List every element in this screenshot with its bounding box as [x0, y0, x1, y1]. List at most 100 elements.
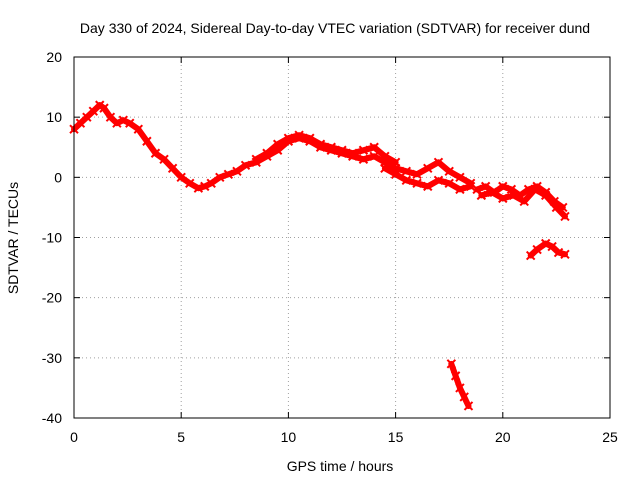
data-point	[412, 178, 422, 189]
point-mark	[315, 139, 326, 149]
point-mark	[118, 115, 129, 125]
point-mark	[540, 238, 551, 249]
data-point	[401, 166, 412, 177]
point-mark	[551, 202, 562, 213]
data-point	[472, 184, 482, 195]
point-mark	[159, 154, 169, 164]
data-point	[508, 190, 519, 201]
data-point	[112, 118, 122, 128]
point-mark	[560, 211, 570, 222]
data-point	[337, 145, 347, 155]
series-lower-track	[380, 163, 476, 195]
point-mark	[530, 184, 540, 195]
data-point	[176, 172, 186, 183]
x-tick-label: 15	[388, 429, 404, 445]
point-mark	[455, 383, 465, 393]
point-mark	[337, 145, 347, 155]
point-mark	[487, 187, 497, 198]
data-point	[283, 133, 294, 143]
point-mark	[206, 178, 216, 189]
data-point	[560, 249, 570, 260]
data-point	[455, 383, 465, 393]
point-mark	[150, 148, 161, 158]
point-mark	[465, 181, 476, 192]
point-mark	[459, 392, 469, 402]
point-mark	[401, 175, 412, 186]
point-mark	[223, 169, 234, 180]
point-mark	[294, 130, 304, 140]
data-point	[444, 166, 454, 177]
data-point	[133, 124, 144, 134]
data-point	[551, 202, 562, 213]
data-point	[463, 401, 474, 411]
x-tick-label: 10	[281, 429, 297, 445]
y-tick-label: -40	[42, 410, 62, 426]
point-mark	[412, 169, 422, 180]
point-mark	[348, 148, 358, 158]
data-point	[459, 392, 469, 402]
point-mark	[401, 166, 412, 177]
point-mark	[125, 118, 135, 128]
point-mark	[423, 181, 433, 192]
data-point	[326, 142, 336, 152]
point-mark	[200, 181, 210, 192]
series-upper-track	[251, 130, 401, 167]
x-axis-label: GPS time / hours	[287, 458, 394, 474]
point-mark	[215, 172, 225, 183]
data-point	[433, 175, 444, 186]
point-mark	[369, 142, 379, 152]
ticks	[73, 56, 611, 419]
data-point	[423, 181, 433, 192]
data-point	[215, 172, 225, 183]
grid	[74, 57, 610, 418]
data-point	[433, 157, 444, 167]
point-mark	[390, 157, 401, 167]
point-mark	[444, 178, 454, 189]
point-mark	[369, 151, 379, 161]
point-mark	[472, 184, 482, 195]
data-point	[487, 187, 497, 198]
point-mark	[532, 244, 542, 255]
data-point	[272, 139, 283, 149]
point-mark	[240, 160, 251, 171]
point-mark	[423, 163, 433, 174]
data-point	[232, 166, 242, 177]
y-tick-label: -30	[42, 350, 62, 366]
data-point	[519, 196, 529, 207]
point-mark	[133, 124, 144, 134]
point-mark	[262, 148, 272, 158]
data-point	[401, 175, 412, 186]
x-tick-label: 5	[177, 429, 185, 445]
data-point	[193, 183, 204, 193]
data-point	[498, 193, 508, 204]
point-mark	[358, 154, 369, 164]
data-point	[540, 190, 551, 201]
data-point	[390, 157, 401, 167]
point-mark	[142, 136, 152, 146]
point-mark	[283, 133, 294, 143]
data-series	[69, 100, 570, 411]
point-mark	[433, 157, 444, 167]
point-mark	[560, 249, 570, 260]
data-point	[348, 148, 358, 158]
point-mark	[185, 178, 195, 189]
data-point	[185, 178, 195, 189]
data-point	[455, 172, 465, 183]
point-mark	[498, 193, 508, 204]
point-mark	[272, 139, 283, 149]
data-point	[506, 184, 517, 195]
point-mark	[540, 190, 551, 201]
data-point	[159, 154, 169, 164]
point-mark	[519, 196, 529, 207]
data-point	[380, 163, 390, 174]
data-point	[262, 148, 272, 158]
data-point	[118, 115, 129, 125]
y-tick-label: -20	[42, 290, 62, 306]
data-point	[294, 130, 304, 140]
point-mark	[380, 163, 390, 174]
data-point	[532, 244, 542, 255]
point-mark	[498, 181, 508, 192]
point-mark	[450, 371, 461, 381]
series-short-arc	[525, 238, 570, 261]
point-mark	[433, 175, 444, 186]
